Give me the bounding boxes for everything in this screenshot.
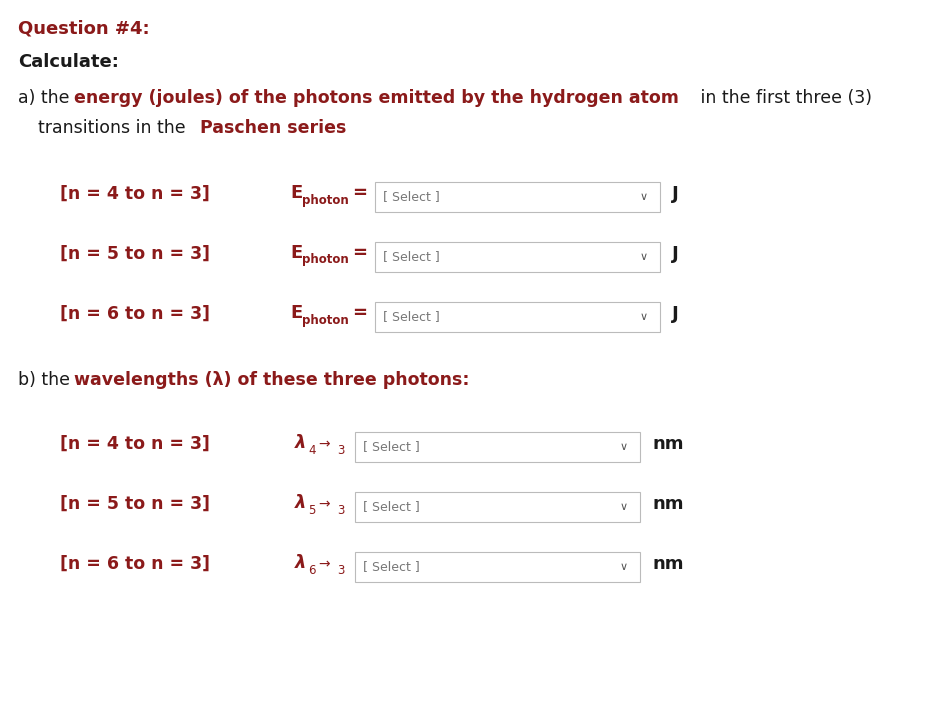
- Text: E: E: [289, 304, 302, 322]
- Text: λ: λ: [295, 494, 306, 512]
- Text: ∨: ∨: [620, 502, 627, 512]
- Text: J: J: [671, 245, 678, 263]
- Text: [ Select ]: [ Select ]: [383, 250, 439, 264]
- Text: b) the: b) the: [18, 371, 76, 389]
- Text: nm: nm: [651, 555, 682, 573]
- Text: [n = 5 to n = 3]: [n = 5 to n = 3]: [60, 245, 210, 263]
- Text: a) the: a) the: [18, 89, 75, 107]
- Text: in the first three (3): in the first three (3): [695, 89, 871, 107]
- Text: 3: 3: [337, 444, 344, 456]
- Text: nm: nm: [651, 495, 682, 513]
- Text: 4: 4: [308, 444, 315, 456]
- Text: ∨: ∨: [639, 252, 648, 262]
- Text: [ Select ]: [ Select ]: [362, 501, 419, 513]
- FancyBboxPatch shape: [355, 432, 639, 462]
- Text: λ: λ: [295, 434, 306, 452]
- Text: Question #4:: Question #4:: [18, 19, 150, 37]
- Text: ∨: ∨: [639, 192, 648, 202]
- Text: ∨: ∨: [639, 312, 648, 322]
- Text: ∨: ∨: [620, 562, 627, 572]
- Text: J: J: [671, 185, 678, 203]
- Text: [n = 4 to n = 3]: [n = 4 to n = 3]: [60, 435, 210, 453]
- Text: nm: nm: [651, 435, 682, 453]
- Text: Calculate:: Calculate:: [18, 53, 119, 71]
- Text: [n = 4 to n = 3]: [n = 4 to n = 3]: [60, 185, 210, 203]
- Text: [n = 6 to n = 3]: [n = 6 to n = 3]: [60, 305, 210, 323]
- Text: →: →: [317, 497, 329, 511]
- FancyBboxPatch shape: [374, 242, 659, 272]
- Text: [n = 6 to n = 3]: [n = 6 to n = 3]: [60, 555, 210, 573]
- Text: λ: λ: [295, 554, 306, 572]
- Text: ∨: ∨: [620, 442, 627, 452]
- FancyBboxPatch shape: [355, 552, 639, 582]
- Text: [ Select ]: [ Select ]: [362, 560, 419, 574]
- Text: =: =: [352, 304, 367, 322]
- Text: →: →: [317, 557, 329, 571]
- Text: [ Select ]: [ Select ]: [362, 441, 419, 453]
- Text: J: J: [671, 305, 678, 323]
- Text: =: =: [352, 184, 367, 202]
- Text: [ Select ]: [ Select ]: [383, 191, 439, 203]
- Text: transitions in the: transitions in the: [38, 119, 191, 137]
- Text: photon: photon: [301, 193, 348, 207]
- Text: Paschen series: Paschen series: [199, 119, 346, 137]
- FancyBboxPatch shape: [355, 492, 639, 522]
- Text: photon: photon: [301, 314, 348, 326]
- Text: →: →: [317, 437, 329, 451]
- Text: =: =: [352, 244, 367, 262]
- Text: photon: photon: [301, 254, 348, 266]
- Text: [ Select ]: [ Select ]: [383, 311, 439, 323]
- FancyBboxPatch shape: [374, 182, 659, 212]
- Text: [n = 5 to n = 3]: [n = 5 to n = 3]: [60, 495, 210, 513]
- Text: energy (joules) of the photons emitted by the hydrogen atom: energy (joules) of the photons emitted b…: [74, 89, 679, 107]
- Text: 3: 3: [337, 503, 344, 517]
- Text: 6: 6: [308, 564, 315, 576]
- Text: 5: 5: [308, 503, 315, 517]
- Text: E: E: [289, 244, 302, 262]
- Text: E: E: [289, 184, 302, 202]
- Text: 3: 3: [337, 564, 344, 576]
- FancyBboxPatch shape: [374, 302, 659, 332]
- Text: wavelengths (λ) of these three photons:: wavelengths (λ) of these three photons:: [74, 371, 469, 389]
